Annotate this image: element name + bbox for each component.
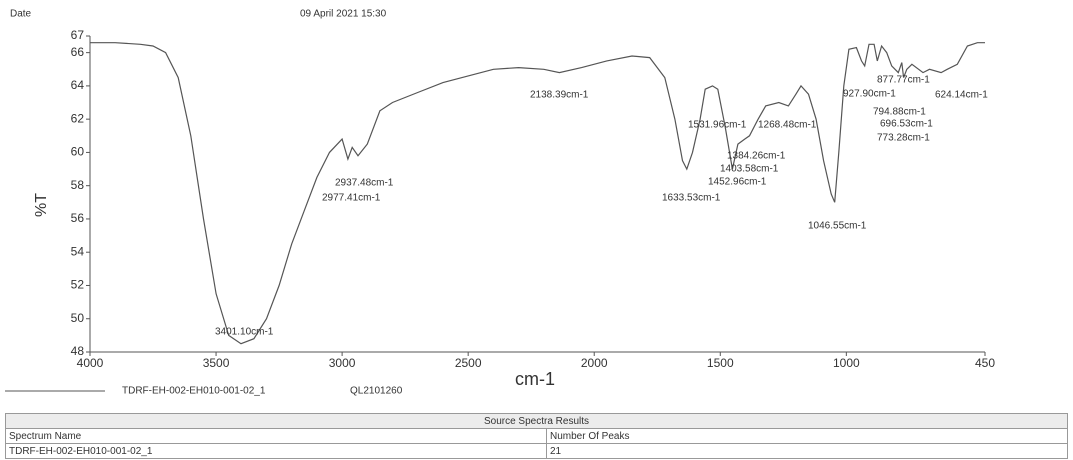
peak-label: 2977.41cm-1 [322, 193, 381, 204]
y-tick-label: 52 [71, 278, 85, 292]
peak-label: 1531.96cm-1 [688, 120, 747, 131]
peak-label: 1268.48cm-1 [758, 120, 817, 131]
peak-label: 624.14cm-1 [935, 90, 988, 101]
x-tick-label: 2500 [455, 356, 482, 370]
y-tick-label: 66 [71, 45, 85, 59]
peak-label: 1452.96cm-1 [708, 177, 767, 188]
x-tick-label: 450 [975, 356, 995, 370]
date-label: Date [10, 9, 32, 20]
x-tick-label: 3500 [203, 356, 230, 370]
peak-label: 2937.48cm-1 [335, 178, 394, 189]
y-tick-label: 54 [71, 244, 85, 258]
peak-label: 794.88cm-1 [873, 107, 926, 118]
legend-extra: QL2101260 [350, 386, 403, 397]
peak-label: 1403.58cm-1 [720, 164, 779, 175]
y-axis-label: %T [33, 193, 50, 217]
y-tick-label: 67 [71, 28, 85, 42]
peak-label: 1384.26cm-1 [727, 151, 786, 162]
results-table: Source Spectra Results Spectrum Name Numb… [5, 413, 1068, 459]
peak-label: 1046.55cm-1 [808, 221, 867, 232]
table-header: Number Of Peaks [546, 428, 1068, 444]
peak-label: 3401.10cm-1 [215, 327, 274, 338]
peak-label: 877.77cm-1 [877, 75, 930, 86]
y-tick-label: 50 [71, 311, 85, 325]
y-tick-label: 64 [71, 78, 85, 92]
chart: Date 09 April 2021 15:30 cm-1 %T TDRF-EH… [5, 9, 995, 397]
date: 09 April 2021 15:30 [300, 9, 387, 20]
y-tick-label: 62 [71, 111, 85, 125]
x-tick-label: 2000 [581, 356, 608, 370]
table-header: Spectrum Name [5, 428, 547, 444]
table-cell: 21 [546, 443, 1068, 459]
legend-label: TDRF-EH-002-EH010-001-02_1 [122, 386, 266, 397]
table-cell: TDRF-EH-002-EH010-001-02_1 [5, 443, 547, 459]
x-axis-label: cm-1 [515, 369, 555, 389]
x-tick-label: 1000 [833, 356, 860, 370]
peak-label: 696.53cm-1 [880, 119, 933, 130]
x-tick-label: 3000 [329, 356, 356, 370]
spectrum-line [90, 42, 985, 345]
x-tick-label: 1500 [707, 356, 734, 370]
peak-label: 1633.53cm-1 [662, 193, 721, 204]
peak-label: 927.90cm-1 [843, 89, 896, 100]
x-tick-label: 4000 [77, 356, 104, 370]
y-tick-label: 58 [71, 178, 85, 192]
table-title: Source Spectra Results [5, 413, 1068, 429]
y-tick-label: 60 [71, 145, 85, 159]
peak-label: 2138.39cm-1 [530, 90, 589, 101]
peak-label: 773.28cm-1 [877, 133, 930, 144]
y-tick-label: 48 [71, 344, 85, 358]
y-tick-label: 56 [71, 211, 85, 225]
